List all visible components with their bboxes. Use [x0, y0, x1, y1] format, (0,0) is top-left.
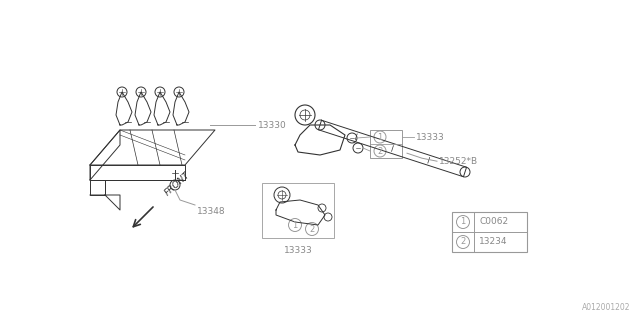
Text: C0062: C0062	[479, 218, 508, 227]
Text: 13333: 13333	[416, 132, 445, 141]
Text: 13333: 13333	[284, 246, 312, 255]
Text: 2: 2	[460, 237, 466, 246]
Text: 1: 1	[378, 132, 383, 141]
Text: 1: 1	[460, 218, 466, 227]
Text: A012001202: A012001202	[582, 303, 630, 312]
Text: 13234: 13234	[479, 237, 508, 246]
Text: FRONT: FRONT	[163, 170, 192, 197]
Text: 13330: 13330	[258, 122, 287, 131]
Text: 2: 2	[309, 225, 315, 234]
Text: 13252*B: 13252*B	[439, 157, 478, 166]
Bar	[262, 183, 334, 238]
Text: 1: 1	[292, 220, 298, 229]
Text: 13348: 13348	[197, 207, 226, 216]
Text: 2: 2	[378, 147, 383, 156]
Bar	[452, 212, 527, 252]
Bar	[370, 130, 402, 158]
